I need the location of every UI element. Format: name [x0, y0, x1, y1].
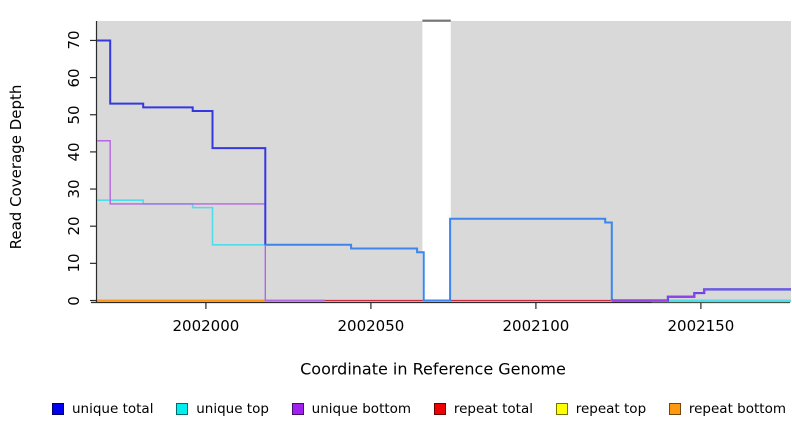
y-tick-label: 20: [65, 216, 83, 236]
legend-item-repeat-bottom: repeat bottom: [668, 401, 786, 417]
x-tick-label: 2002050: [337, 317, 405, 335]
y-tick-label: 30: [65, 179, 83, 199]
repeat-total-swatch-icon: [433, 403, 446, 415]
unique-bottom-swatch-icon: [291, 403, 304, 415]
x-tick-label: 2002100: [502, 317, 570, 335]
legend-item-unique-total: unique total: [52, 401, 153, 417]
y-axis-title: Read Coverage Depth: [7, 84, 25, 250]
y-tick-label: 40: [65, 142, 83, 162]
y-tick-label: 0: [65, 295, 83, 306]
legend-label: repeat top: [575, 401, 647, 417]
y-tick-label: 70: [65, 30, 83, 50]
legend-item-unique-bottom: unique bottom: [291, 401, 412, 417]
y-tick-label: 60: [65, 68, 83, 88]
legend-label: unique bottom: [311, 401, 412, 417]
legend: unique total unique top unique bottom re…: [52, 395, 786, 423]
y-tick-label: 50: [65, 105, 83, 125]
unique-bottom-right-line: [611, 288, 791, 302]
repeat-top-swatch-icon: [555, 403, 568, 415]
legend-item-unique-top: unique top: [176, 401, 269, 417]
legend-label: repeat total: [453, 401, 533, 417]
unique-total-left-line: [97, 39, 267, 245]
gap-top-marker: [422, 19, 451, 22]
legend-label: repeat bottom: [688, 401, 786, 417]
unique-total-swatch-icon: [52, 403, 64, 415]
legend-item-repeat-total: repeat total: [433, 401, 533, 417]
x-tick-label: 2002000: [172, 317, 240, 335]
legend-item-repeat-top: repeat top: [555, 401, 647, 417]
y-tick-label: 10: [65, 253, 83, 273]
no-coverage-gap-band: [422, 21, 451, 302]
legend-label: unique total: [72, 401, 154, 417]
x-tick-label: 2002150: [667, 317, 735, 335]
unique-top-swatch-icon: [176, 403, 189, 415]
unique-bottom-left-line: [97, 140, 325, 302]
x-axis-title: Coordinate in Reference Genome: [300, 359, 566, 379]
repeat-bottom-swatch-icon: [668, 403, 681, 415]
legend-label: unique top: [196, 401, 269, 417]
unique-total-mid-line: [265, 217, 613, 302]
